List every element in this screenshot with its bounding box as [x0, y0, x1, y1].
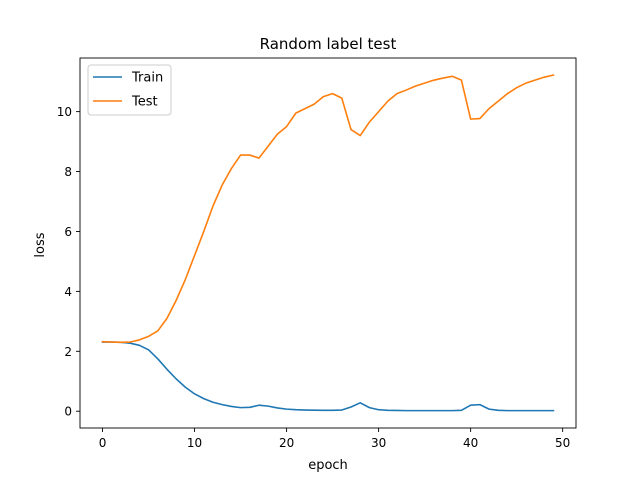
x-tick-label: 40 — [463, 436, 478, 450]
y-tick-label: 0 — [64, 405, 72, 419]
plot-frame — [79, 57, 577, 429]
x-tick-label: 0 — [99, 436, 107, 450]
legend: Train Test — [87, 64, 172, 116]
y-tick-label: 2 — [64, 345, 72, 359]
x-tick-label: 10 — [187, 436, 202, 450]
y-tick-label: 6 — [64, 225, 72, 239]
chart-title: Random label test — [260, 35, 397, 53]
x-axis-label: epoch — [308, 458, 348, 473]
x-tick-label: 30 — [371, 436, 386, 450]
series-line-train — [101, 341, 555, 412]
series-layer — [101, 74, 555, 412]
x-tick-label: 50 — [555, 436, 570, 450]
y-tick-label: 8 — [64, 165, 72, 179]
series-line-test — [101, 74, 555, 344]
y-tick-label: 4 — [64, 285, 72, 299]
legend-label-train: Train — [131, 71, 163, 86]
y-tick-label: 10 — [57, 105, 72, 119]
y-axis-label: loss — [33, 232, 48, 257]
x-tick-label: 20 — [279, 436, 294, 450]
axes-layer: 0 10 20 30 40 50 0 2 4 6 8 10 — [57, 57, 577, 450]
legend-label-test: Test — [131, 95, 158, 110]
